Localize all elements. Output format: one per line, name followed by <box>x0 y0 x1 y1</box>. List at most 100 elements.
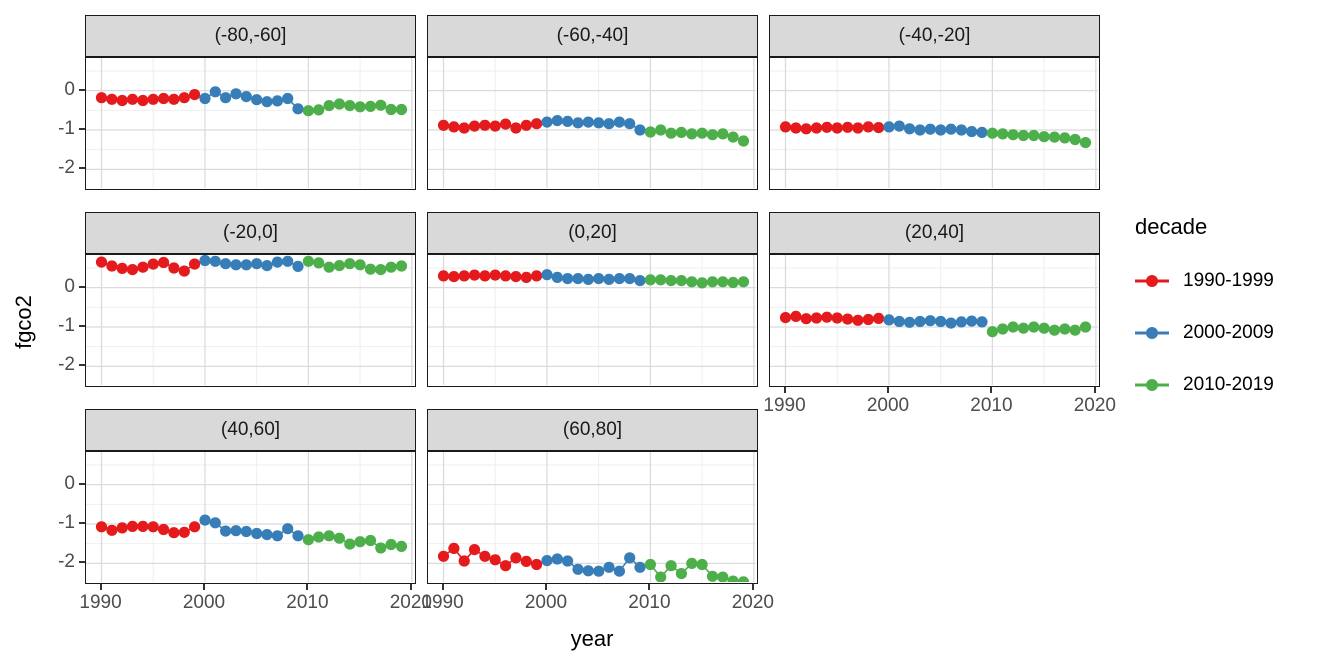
data-point <box>1017 129 1029 142</box>
panel-canvas <box>770 58 1098 188</box>
facet-panel: (-80,-60] <box>85 15 416 190</box>
y-tick-label: -1 <box>58 315 75 336</box>
data-point <box>209 517 221 529</box>
legend-point-icon <box>1146 327 1158 339</box>
data-point <box>220 258 232 270</box>
data-point <box>313 257 325 269</box>
data-point <box>437 270 450 282</box>
facet-panel: (60,80] <box>427 409 758 584</box>
data-point <box>251 94 263 106</box>
data-point <box>323 261 335 273</box>
data-point <box>510 552 522 564</box>
data-point <box>541 269 553 281</box>
x-tick-label: 2010 <box>286 592 329 613</box>
legend: decade 1990-1999 2000-2009 2010-2019 <box>1133 214 1343 422</box>
data-point <box>665 127 677 139</box>
legend-key-1990s <box>1135 275 1169 287</box>
data-point <box>240 259 252 271</box>
data-point <box>126 264 139 276</box>
x-tick-mark <box>990 387 993 393</box>
data-point <box>468 544 481 556</box>
data-point <box>955 316 967 328</box>
data-point <box>644 558 656 571</box>
y-tick-mark <box>79 482 85 485</box>
x-tick-label: 1990 <box>79 592 122 613</box>
facet-strip: (40,60] <box>85 409 416 451</box>
data-point <box>976 126 988 138</box>
data-point <box>893 315 905 328</box>
x-tick-label: 2020 <box>389 592 432 613</box>
data-point <box>1028 129 1040 142</box>
data-point <box>448 542 460 554</box>
data-point <box>95 521 108 533</box>
data-point <box>261 260 273 272</box>
data-point <box>790 310 802 322</box>
data-point <box>717 276 729 288</box>
data-point <box>686 557 698 569</box>
x-tick-mark <box>441 584 444 590</box>
data-point <box>1007 321 1019 333</box>
panel-canvas <box>86 58 414 188</box>
data-point <box>935 315 947 328</box>
data-point <box>1059 132 1071 144</box>
data-point <box>158 92 170 105</box>
y-tick-label: -1 <box>58 118 75 139</box>
legend-point-icon <box>1146 275 1158 287</box>
data-point <box>106 524 118 536</box>
x-tick-label: 2000 <box>866 395 910 416</box>
y-tick-label: -2 <box>58 157 75 179</box>
data-point <box>644 126 656 138</box>
data-point <box>323 530 335 542</box>
data-point <box>437 550 450 562</box>
x-tick-mark <box>783 387 786 393</box>
data-point <box>1059 323 1071 335</box>
facet-strip-label: (-20,0] <box>223 222 278 243</box>
facet-strip: (60,80] <box>427 409 758 451</box>
data-point <box>686 276 698 288</box>
data-point <box>1038 322 1050 334</box>
data-point <box>862 121 874 133</box>
data-point <box>209 255 221 267</box>
data-point <box>395 540 408 552</box>
data-point <box>251 527 263 540</box>
data-point <box>613 273 625 285</box>
data-point <box>230 88 242 100</box>
data-point <box>106 260 118 272</box>
data-point <box>395 103 408 116</box>
data-point <box>873 122 885 134</box>
data-point <box>562 555 574 567</box>
data-point <box>126 93 139 105</box>
data-point <box>344 258 356 270</box>
data-point <box>333 532 345 544</box>
data-point <box>541 555 553 567</box>
data-point <box>572 117 584 129</box>
data-point <box>593 117 605 129</box>
data-point <box>147 258 159 270</box>
data-point <box>831 312 843 324</box>
data-point <box>986 127 998 139</box>
data-point <box>240 525 252 538</box>
data-point <box>852 314 864 326</box>
data-point <box>955 124 967 136</box>
y-tick-label: -2 <box>58 354 75 376</box>
facet-panel: (-40,-20] <box>769 15 1100 190</box>
data-point <box>945 123 957 135</box>
data-point <box>624 273 636 285</box>
data-point <box>842 313 854 325</box>
data-point <box>385 261 397 273</box>
data-point <box>1038 131 1050 143</box>
data-point <box>821 121 833 133</box>
x-tick-label: 2020 <box>731 592 774 613</box>
data-point <box>95 92 108 104</box>
y-tick-mark <box>79 128 85 130</box>
data-point <box>479 270 491 282</box>
data-point <box>935 124 947 136</box>
facet-panel: (40,60] <box>85 409 416 584</box>
data-point <box>862 313 874 326</box>
data-point <box>354 259 366 271</box>
panel-canvas <box>428 452 756 582</box>
facet-plot-panel <box>85 254 416 387</box>
data-point <box>364 534 377 547</box>
data-point <box>147 521 159 533</box>
data-point <box>354 536 366 548</box>
